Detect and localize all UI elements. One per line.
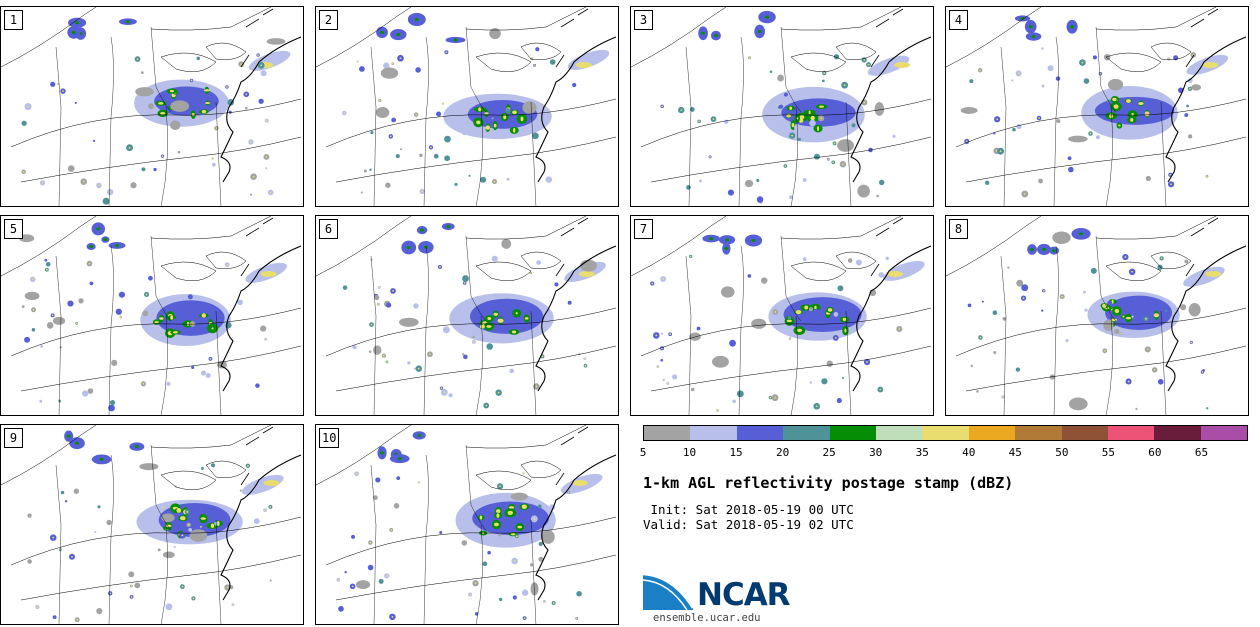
map-panel-2: 2 <box>315 6 619 207</box>
valid-time: Valid: Sat 2018-05-19 02 UTC <box>643 517 854 532</box>
member-label: 3 <box>634 10 653 30</box>
map-panel-8: 8 <box>945 215 1249 416</box>
member-label: 9 <box>4 428 23 448</box>
colorbar-tick-label: 25 <box>822 446 836 459</box>
website-url: ensemble.ucar.edu <box>653 612 761 624</box>
colorbar-tick-label: 30 <box>869 446 883 459</box>
logo-text: NCAR <box>697 577 791 613</box>
colorbar-tick-label: 40 <box>962 446 976 459</box>
colorbar-tick-label: 15 <box>729 446 743 459</box>
colorbar-segment <box>644 426 691 440</box>
colorbar-tick-label: 65 <box>1194 446 1209 459</box>
colorbar-segment <box>922 426 969 440</box>
colorbar-tick-label: 45 <box>1008 446 1022 459</box>
reflectivity-map <box>631 216 932 415</box>
reflectivity-map <box>631 7 932 206</box>
map-panel-10: 10 <box>315 424 619 625</box>
reflectivity-map <box>316 216 617 415</box>
colorbar-tick-label: 10 <box>682 446 697 459</box>
colorbar-segment <box>1061 426 1108 440</box>
member-label: 10 <box>319 428 340 448</box>
colorbar-segment <box>875 426 923 440</box>
reflectivity-map <box>946 216 1247 415</box>
colorbar-tick-label: 55 <box>1101 446 1115 459</box>
member-label: 7 <box>634 219 653 239</box>
colorbar-segment <box>1200 426 1248 440</box>
map-panel-4: 4 <box>945 6 1249 207</box>
map-panel-3: 3 <box>630 6 934 207</box>
reflectivity-colorbar <box>643 425 1248 441</box>
map-panel-5: 5 <box>0 215 304 416</box>
colorbar-tick-label: 20 <box>775 446 790 459</box>
reflectivity-map <box>1 216 302 415</box>
colorbar-segment <box>968 426 1016 440</box>
colorbar-segment <box>1154 426 1201 440</box>
map-panel-9: 9 <box>0 424 304 625</box>
colorbar-segment <box>829 426 876 440</box>
colorbar-segment <box>1107 426 1155 440</box>
map-panel-7: 7 <box>630 215 934 416</box>
reflectivity-map <box>946 7 1247 206</box>
reflectivity-map <box>1 7 302 206</box>
colorbar-segment <box>690 426 737 440</box>
member-label: 8 <box>949 219 968 239</box>
plot-title: 1-km AGL reflectivity postage stamp (dBZ… <box>643 474 1014 492</box>
reflectivity-map <box>1 425 302 624</box>
member-label: 5 <box>4 219 23 239</box>
reflectivity-map <box>316 7 617 206</box>
reflectivity-map <box>316 425 617 624</box>
colorbar-segment <box>1015 426 1062 440</box>
colorbar-segment <box>783 426 830 440</box>
colorbar-segment <box>736 426 784 440</box>
colorbar-tick-label: 50 <box>1055 446 1069 459</box>
colorbar-tick-label: 60 <box>1148 446 1162 459</box>
colorbar-tick-label: 35 <box>915 446 929 459</box>
colorbar-ticks: 5 10 15 20 25 30 35 40 45 50 55 60 65 <box>639 446 1248 460</box>
colorbar-tick-label: 5 <box>639 446 647 459</box>
map-panel-1: 1 <box>0 6 304 207</box>
init-time: Init: Sat 2018-05-19 00 UTC <box>643 502 854 517</box>
map-panel-6: 6 <box>315 215 619 416</box>
member-label: 1 <box>4 10 23 30</box>
ncar-logo-icon <box>643 572 695 611</box>
member-label: 2 <box>319 10 338 30</box>
member-label: 4 <box>949 10 968 30</box>
member-label: 6 <box>319 219 338 239</box>
